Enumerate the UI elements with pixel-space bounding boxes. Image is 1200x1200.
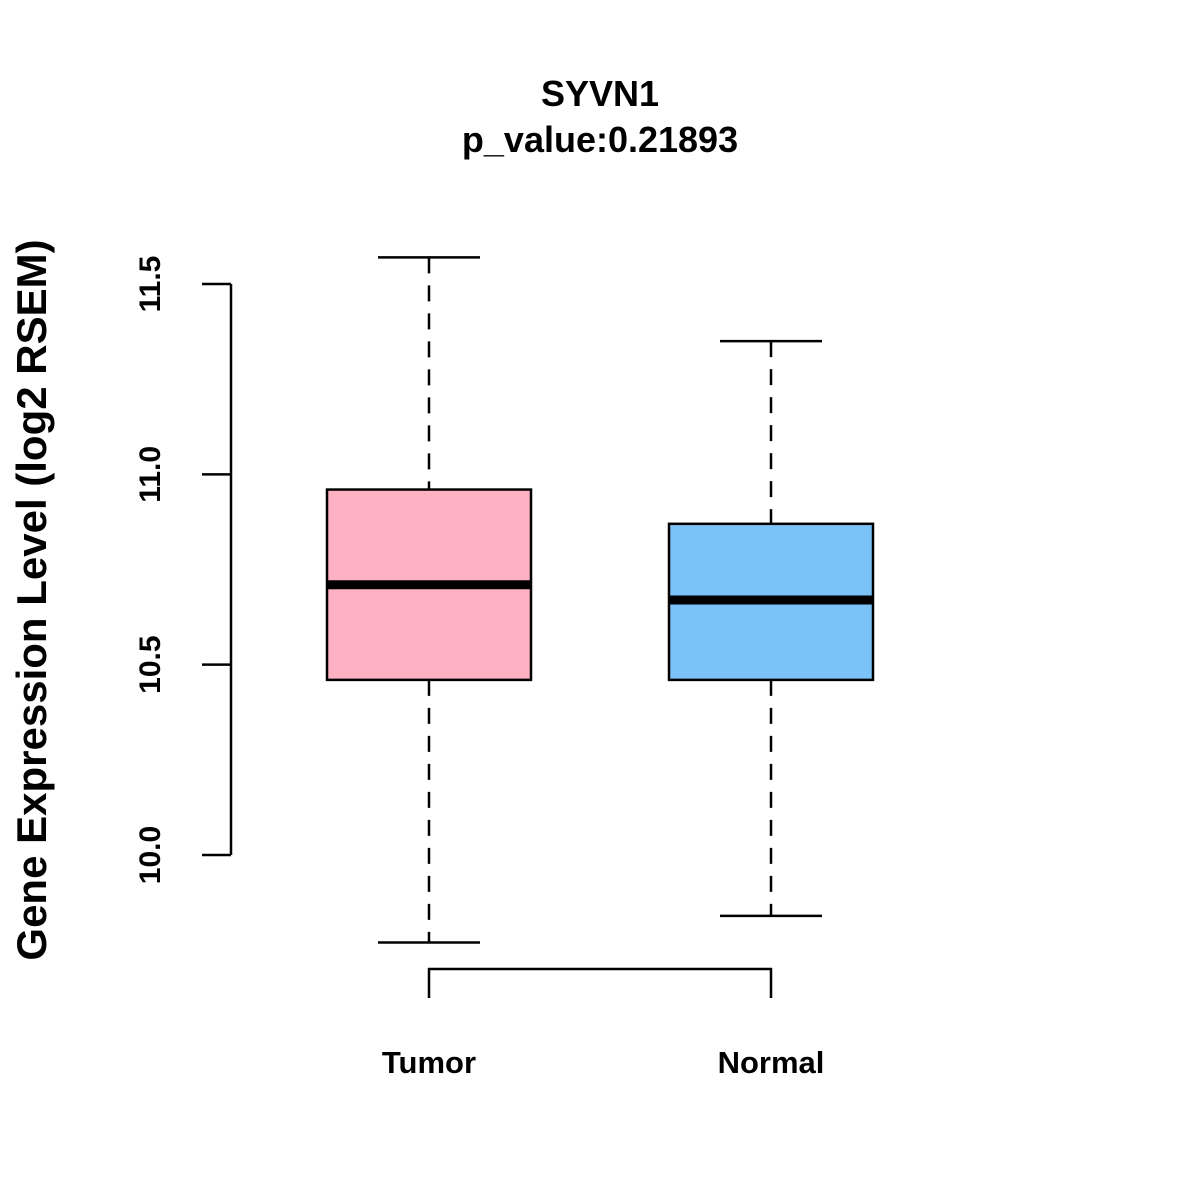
y-tick-label: 10.0 [134,826,167,884]
y-tick-label: 11.0 [134,446,167,503]
x-label-tumor: Tumor [382,1045,476,1080]
y-axis: 10.0 10.5 11.0 11.5 [134,256,233,884]
box-tumor [325,256,533,944]
y-tick-label: 11.5 [134,256,167,313]
box-normal [667,339,875,918]
x-axis-labels: Tumor Normal [382,1045,824,1080]
chart-subtitle: p_value:0.21893 [462,119,738,160]
chart-title: SYVN1 [541,73,659,114]
y-tick-label: 10.5 [134,635,167,693]
bracket-line [427,967,773,998]
boxes [325,256,875,944]
comparison-bracket [427,967,773,998]
y-axis-label: Gene Expression Level (log2 RSEM) [8,239,55,960]
x-label-normal: Normal [718,1045,825,1080]
